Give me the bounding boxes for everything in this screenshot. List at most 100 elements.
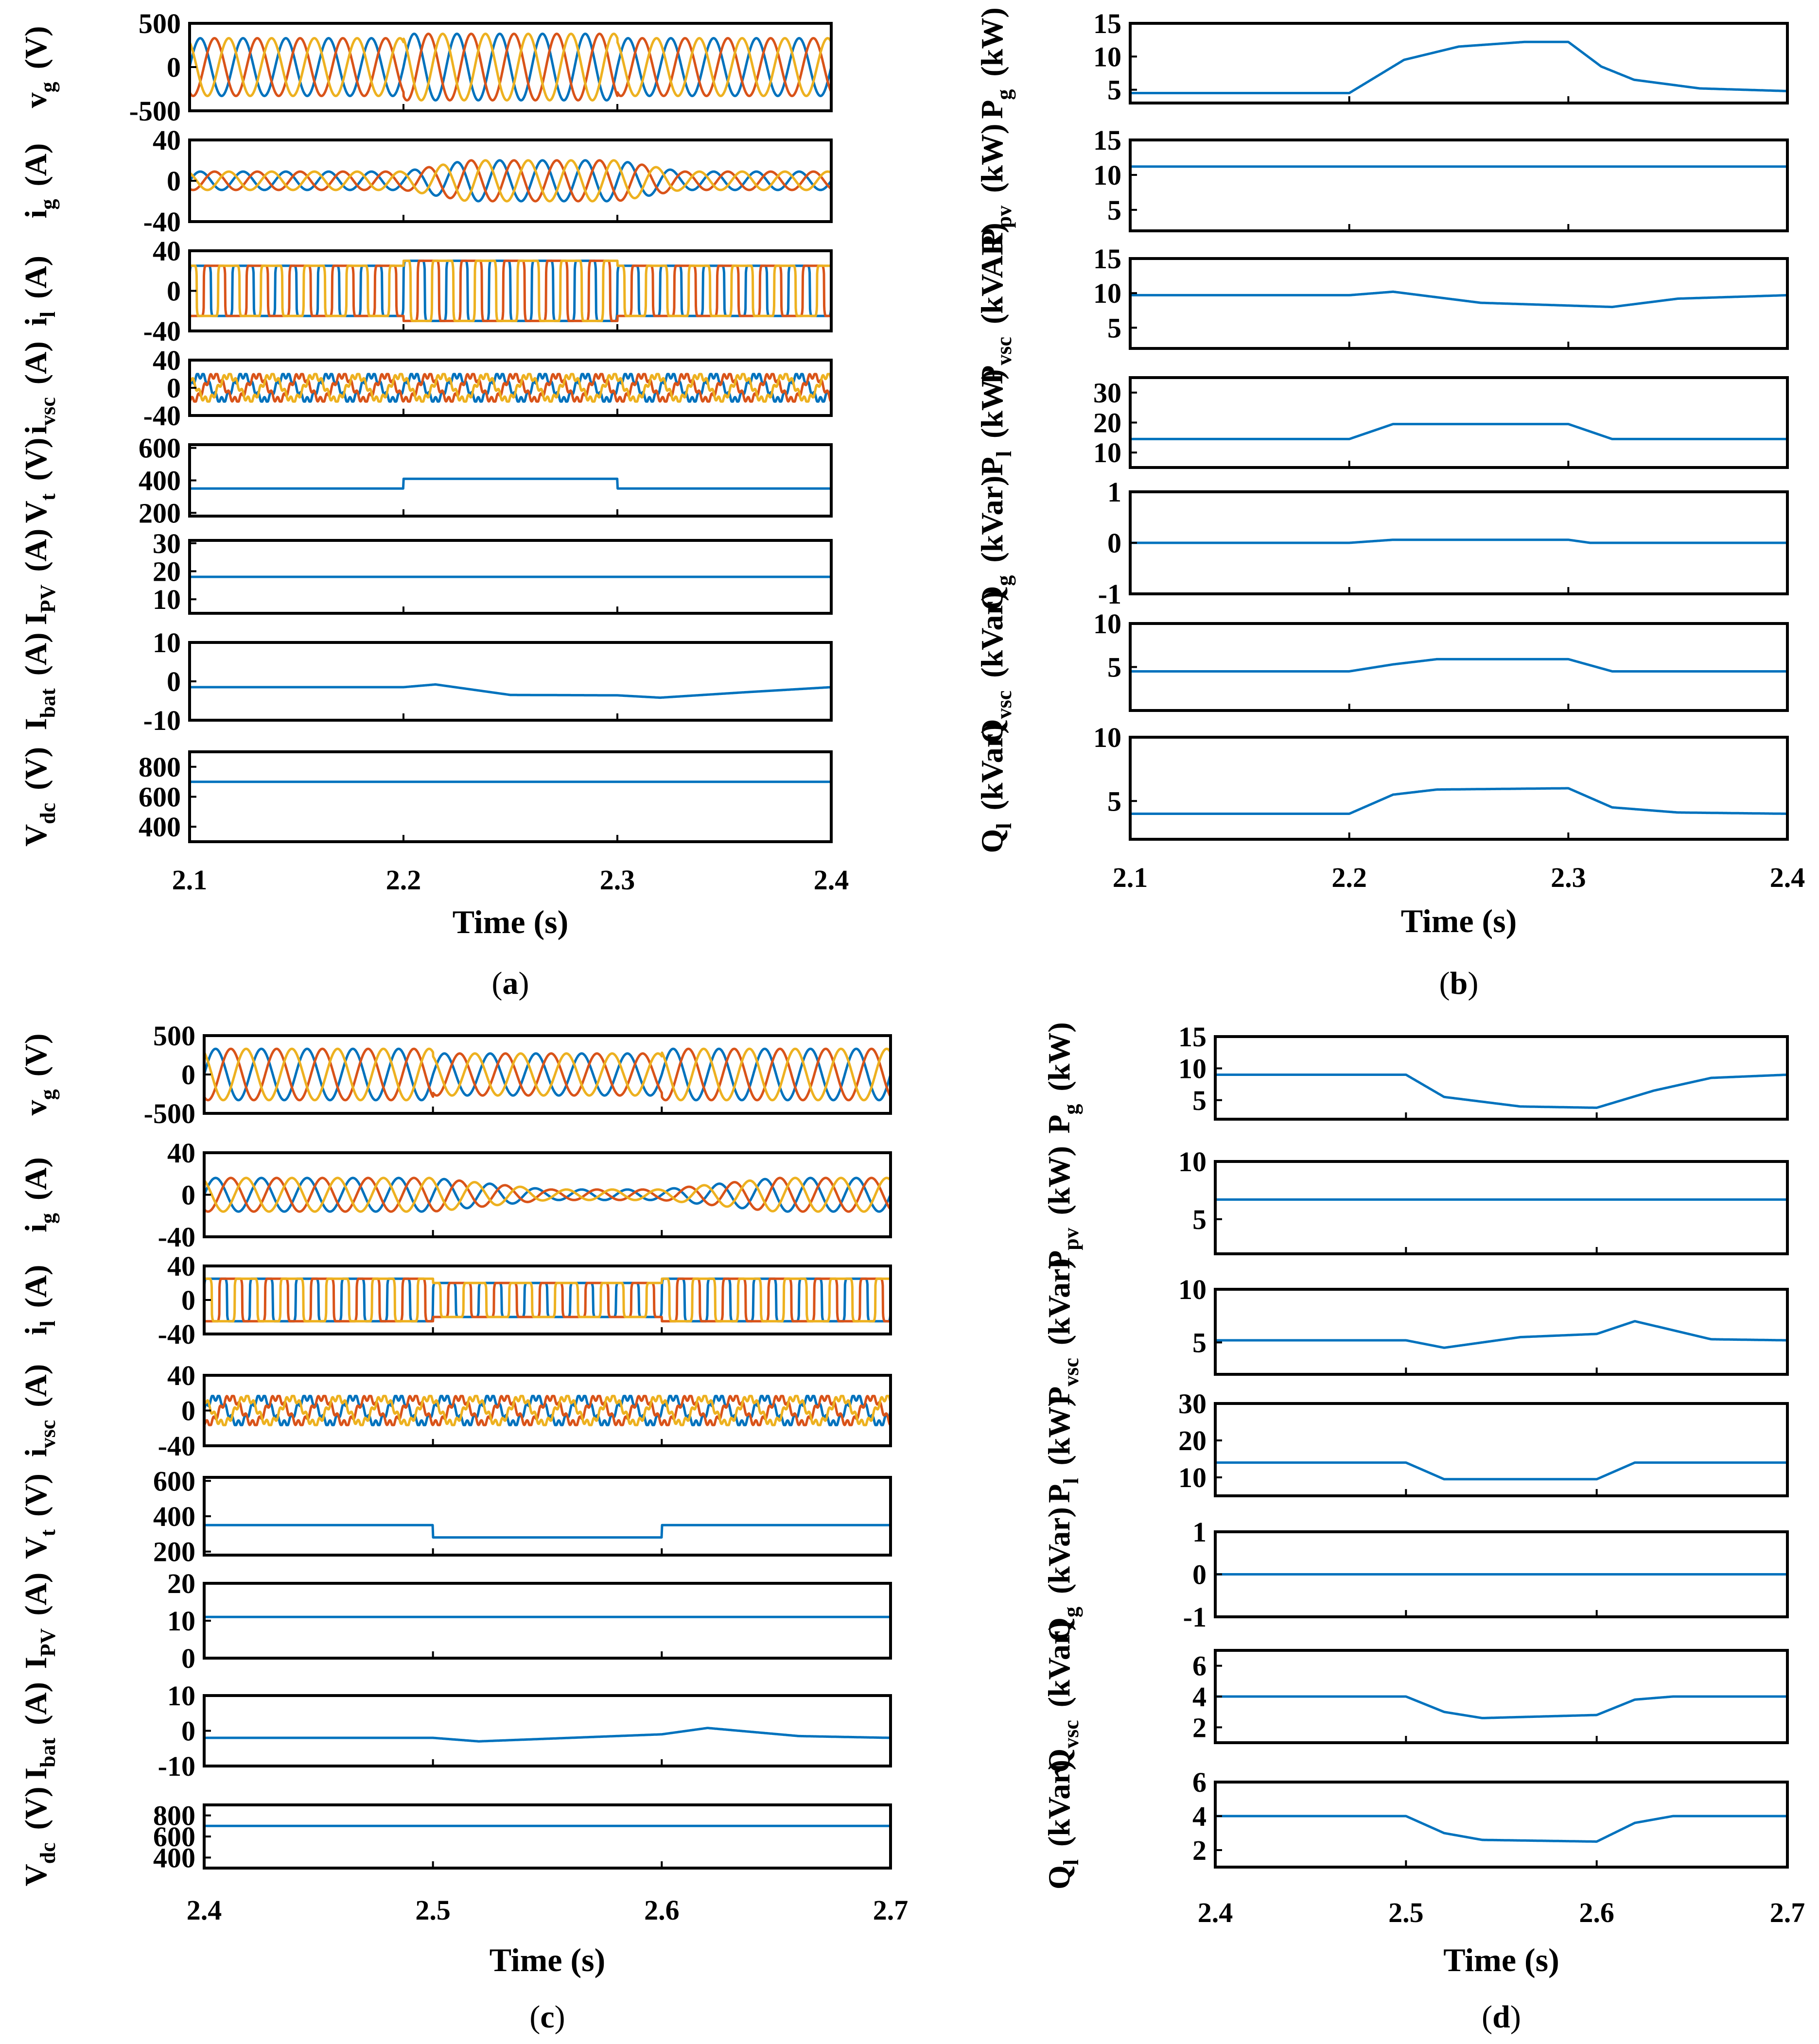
x-tick-label: 2.2 [386, 864, 421, 896]
y-label-unit: (A) [18, 633, 53, 676]
subplot-a-vg: 500 0 -500 vg (V) [18, 8, 833, 127]
y-label-ivsc: ivsc (A) [18, 1364, 60, 1457]
caption-letter: c [540, 1999, 554, 2035]
y-tick-label: 2 [1192, 1835, 1207, 1866]
y-tick-label: 0 [167, 276, 181, 307]
y-tick-label: 5 [1192, 1204, 1207, 1235]
subplot-c-ig: 40 0 -40 ig (A) [18, 1137, 892, 1253]
y-tick-label: 40 [167, 1360, 195, 1391]
y-label-sub: vsc [36, 397, 60, 426]
y-label-main: i [18, 1224, 53, 1232]
y-tick-label: -500 [144, 1098, 195, 1129]
y-label-Ppv: Ppv (kW) [975, 124, 1016, 247]
y-tick-label: 6 [1192, 1767, 1207, 1798]
y-label-Ppv: Ppv (kW) [1042, 1146, 1083, 1269]
traces [1215, 1461, 1787, 1481]
axes-box [1214, 1035, 1789, 1121]
y-tick-label: 4 [1192, 1681, 1207, 1713]
y-label-sub: dc [36, 803, 60, 824]
y-label-sub: vsc [36, 1420, 60, 1449]
series-ivsc-phase-3 [204, 1395, 891, 1426]
y-tick-label: 10 [1093, 41, 1121, 72]
y-label-sub: g [1059, 1607, 1083, 1617]
y-label-Qvsc: Qvsc (kVar) [975, 591, 1016, 743]
y-label-unit: (V) [18, 26, 53, 69]
y-label-unit: (kW) [1042, 1396, 1076, 1465]
y-label-main: P [1042, 1115, 1076, 1134]
x-axis-label: Time (s) [453, 903, 569, 940]
y-label-unit: (kVar) [1042, 1620, 1076, 1707]
y-label-unit: (A) [18, 1682, 53, 1725]
y-label-main: P [1042, 1250, 1076, 1269]
y-label-main: v [18, 92, 53, 108]
traces [190, 683, 831, 699]
y-label-sub: t [36, 493, 60, 501]
y-label-sub: g [36, 82, 60, 92]
series-il-phase-2 [190, 260, 831, 322]
y-tick-label: -10 [143, 705, 181, 736]
y-label-Pg: Pg (kW) [1042, 1022, 1083, 1133]
y-label-unit: (kW) [1042, 1022, 1076, 1091]
series-ig-phase-2 [190, 159, 831, 203]
series-ivsc-phase-1 [190, 373, 831, 403]
y-label-main: Q [1042, 1749, 1076, 1773]
series-Pvsc [1215, 1320, 1787, 1349]
y-label-main: I [18, 613, 53, 625]
y-tick-label: 10 [1093, 608, 1121, 640]
y-label-Ql: Ql (kVar) [975, 724, 1016, 853]
y-tick-label: 500 [139, 8, 181, 39]
x-axis-label: Time (s) [1443, 1941, 1559, 1978]
series-ivsc-phase-2 [190, 373, 831, 403]
axes-box [1129, 257, 1789, 350]
subplot-a-Ibat: 10 0 -10 Ibat (A) [18, 627, 833, 736]
y-label-sub: bat [36, 688, 60, 718]
y-label-unit: (kVar) [975, 591, 1009, 678]
y-tick-label: 10 [1093, 722, 1121, 753]
y-label-main: i [18, 210, 53, 219]
y-label-sub: vsc [1059, 1358, 1083, 1386]
caption-paren-open: ( [492, 966, 503, 1001]
y-tick-label: 2 [1192, 1712, 1207, 1743]
series-vg-phase-1 [204, 1047, 891, 1102]
y-label-main: i [18, 1448, 53, 1457]
y-tick-label: 800 [139, 751, 181, 783]
y-tick-label: 40 [153, 124, 181, 156]
y-tick-label: 1 [1107, 476, 1121, 508]
subplot-b-Qg: 1 0 -1 Qg (kVar) [975, 476, 1789, 610]
axes-box [203, 1803, 892, 1870]
y-tick-label: 5 [1107, 194, 1121, 226]
y-tick-label: 30 [1093, 377, 1121, 409]
y-label-main: Q [975, 719, 1009, 743]
series-Pvsc [1130, 290, 1787, 309]
y-label-vg: vg (V) [18, 1034, 60, 1116]
y-label-sub: l [992, 451, 1016, 457]
x-tick-label: 2.1 [172, 864, 208, 896]
y-label-sub: l [36, 312, 60, 317]
traces [1215, 1815, 1787, 1843]
caption-paren-close: ) [555, 1999, 565, 2035]
y-tick-label: 0 [181, 1643, 195, 1674]
y-tick-label: 0 [167, 52, 181, 83]
y-label-Ipv: IPV (A) [18, 529, 60, 625]
y-label-sub: g [36, 1089, 60, 1100]
y-label-Qvsc: Qvsc (kVar) [1042, 1620, 1083, 1772]
y-label-sub: pv [992, 206, 1016, 228]
axes-box [188, 750, 833, 843]
y-tick-label: 10 [1178, 1274, 1207, 1305]
series-ig-phase-3 [190, 159, 831, 203]
traces [1130, 423, 1787, 440]
y-tick-label: -1 [1183, 1601, 1207, 1633]
panel-caption: (d) [1482, 1999, 1521, 2035]
y-tick-label: 15 [1178, 1021, 1207, 1053]
y-tick-label: 20 [153, 555, 181, 587]
y-tick-label: 30 [1178, 1388, 1207, 1420]
y-label-unit: (kVar) [1042, 1258, 1076, 1345]
y-tick-label: 600 [153, 1465, 195, 1497]
y-label-sub: PV [36, 584, 60, 613]
y-tick-label: 0 [181, 1715, 195, 1747]
x-axis-label: Time (s) [1401, 902, 1517, 939]
y-label-unit: (V) [18, 747, 53, 790]
